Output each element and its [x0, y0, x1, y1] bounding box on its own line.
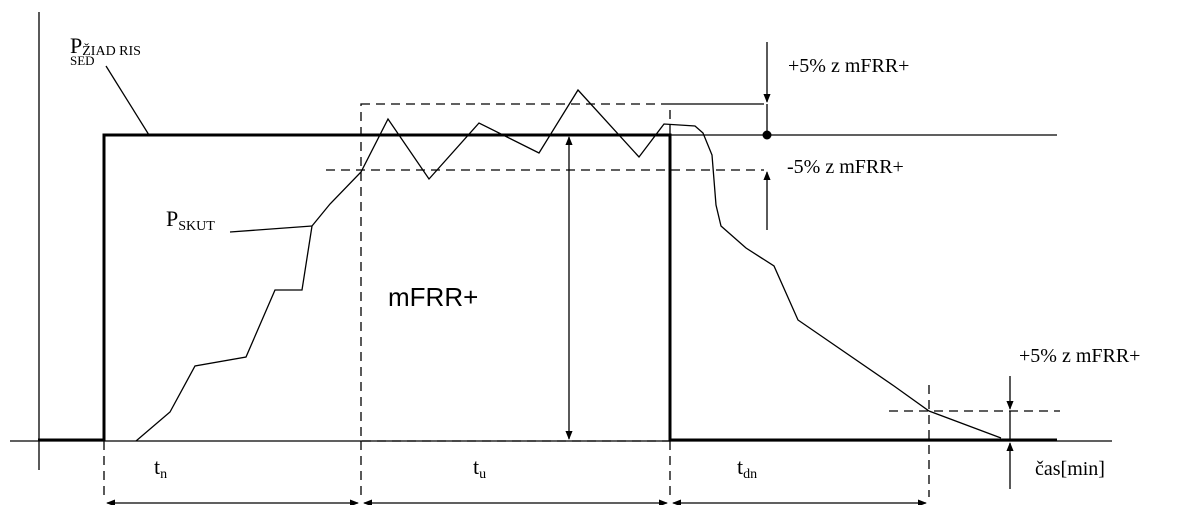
end-plus5-tolerance-label: +5% z mFRR+ — [1019, 345, 1140, 367]
minus5-tolerance-label: -5% z mFRR+ — [787, 156, 904, 178]
tu-label: tu — [473, 454, 486, 482]
tn-label: tn — [154, 454, 167, 482]
actual-power-leader-line — [229, 225, 313, 233]
time-axis-label: čas[min] — [1035, 458, 1105, 480]
setpoint-point — [762, 130, 772, 140]
setpoint-label: PŽIAD RIS — [70, 33, 141, 59]
tdn-label: tdn — [737, 454, 757, 482]
plus5-tolerance-label: +5% z mFRR+ — [788, 55, 909, 77]
setpoint-power-line — [38, 133, 1057, 442]
setpoint-label-sub: SED — [70, 53, 95, 68]
tolerance-window-box — [360, 103, 671, 442]
actual-power-label: PSKUT — [166, 206, 215, 234]
setpoint-leader-line — [105, 65, 150, 136]
actual-power-curve — [135, 88, 1002, 442]
mfrr-label: mFRR+ — [388, 282, 478, 312]
